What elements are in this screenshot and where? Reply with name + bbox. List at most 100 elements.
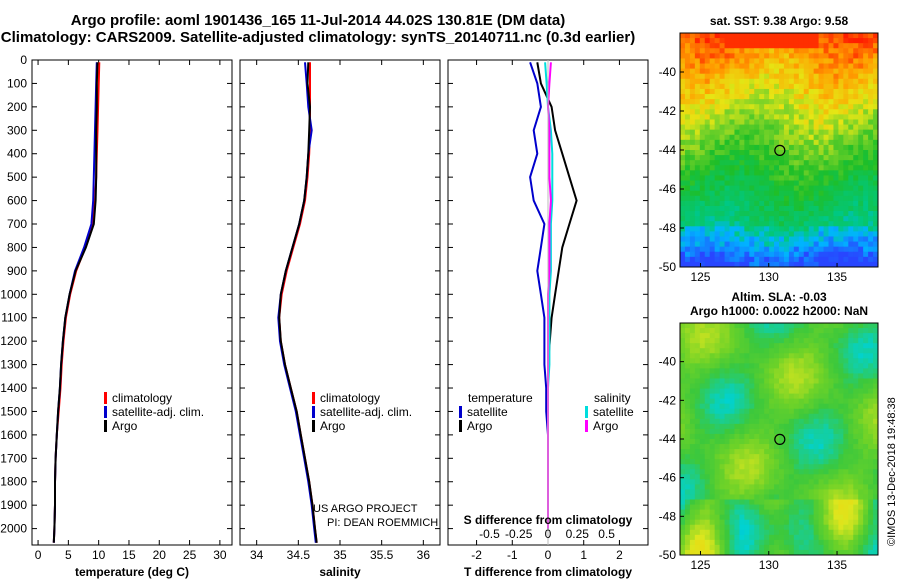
sla-map-cell: [729, 494, 735, 501]
sst-map-cell: [704, 73, 711, 80]
sla-map-cell: [719, 403, 726, 410]
sst-map-cell: [764, 211, 770, 217]
sla-map-cell: [714, 403, 721, 410]
sst-map-cell: [729, 124, 735, 131]
sla-map-cell: [779, 439, 785, 445]
sla-map-cell: [863, 549, 869, 556]
sla-map-cell: [719, 479, 726, 485]
sst-map-cell: [680, 134, 686, 141]
sla-map-cell: [868, 398, 874, 405]
sla-map-cell: [684, 403, 691, 410]
sla-map-cell: [699, 509, 706, 516]
sst-map-cell: [803, 144, 810, 151]
sst-map-cell: [808, 221, 815, 227]
sst-map-cell: [729, 221, 735, 227]
sst-map-cell: [868, 165, 874, 171]
sst-map-cell: [828, 109, 834, 115]
sst-map-cell: [689, 114, 696, 120]
sst-map-cell: [734, 256, 740, 263]
sst-map-cell: [734, 160, 740, 166]
sla-map-cell: [828, 393, 834, 400]
sla-map-cell: [684, 529, 691, 536]
sst-map-cell: [734, 180, 740, 187]
sst-map-cell: [818, 241, 825, 248]
sla-map-cell: [754, 363, 760, 369]
sst-map-cell: [694, 175, 701, 182]
sst-map-cell: [788, 236, 795, 243]
sla-map-cell: [808, 383, 815, 390]
sla-map-cell: [833, 449, 839, 455]
sst-map-cell: [818, 180, 825, 187]
sla-map-cell: [714, 529, 721, 536]
sst-map-cell: [754, 58, 760, 65]
sst-map-cell: [739, 58, 745, 65]
sst-map-cell: [699, 63, 706, 70]
sla-map-cell: [704, 393, 711, 400]
sst-map-cell: [744, 175, 750, 182]
sst-map-cell: [709, 251, 716, 258]
sst-map-cell: [808, 160, 815, 166]
sst-map-cell: [759, 53, 765, 59]
sla-map-cell: [714, 549, 721, 556]
sla-map-cell: [724, 348, 730, 354]
sst-map-cell: [699, 129, 706, 136]
sst-map-cell: [774, 43, 780, 49]
pressure-tick-label: 1700: [0, 451, 27, 465]
sla-map-cell: [828, 504, 834, 511]
sst-map-cell: [848, 195, 854, 202]
sla-map-cell: [749, 348, 755, 354]
sst-map-cell: [818, 221, 825, 227]
sla-map-cell: [759, 504, 765, 511]
sst-map-cell: [779, 58, 785, 65]
sla-map-cell: [843, 423, 849, 430]
sst-map-cell: [803, 226, 810, 232]
sla-map-cell: [828, 539, 834, 546]
sla-map-cell: [689, 333, 696, 339]
sla-map-cell: [788, 449, 795, 455]
sst-map-cell: [709, 205, 716, 212]
sla-map-cell: [699, 499, 706, 506]
sla-map-cell: [739, 524, 745, 531]
sst-map-cell: [709, 63, 716, 70]
sla-map-cell: [709, 408, 716, 415]
sst-map-cell: [848, 256, 854, 263]
sst-map-cell: [823, 231, 829, 237]
sst-map-cell: [863, 68, 869, 75]
sst-map-cell: [749, 165, 755, 171]
sla-map-cell: [828, 519, 834, 526]
sst-map-cell: [858, 73, 864, 80]
sst-map-cell: [764, 251, 770, 258]
sla-map-cell: [774, 333, 780, 339]
sst-map-cell: [729, 134, 735, 141]
sla-map-cell: [788, 529, 795, 536]
sst-map-cell: [709, 88, 716, 95]
sst-map-cell: [868, 175, 874, 182]
sst-map-cell: [680, 256, 686, 263]
sst-map-cell: [769, 104, 775, 110]
sla-map-cell: [833, 368, 839, 374]
sla-map-cell: [744, 348, 750, 354]
sst-map-cell: [749, 251, 755, 258]
sla-map-cell: [823, 393, 829, 400]
sst-map-cell: [813, 221, 820, 227]
sla-map-cell: [680, 459, 686, 465]
sla-map-cell: [863, 428, 869, 435]
sst-map-cell: [793, 43, 800, 49]
sla-map-cell: [833, 348, 839, 354]
sst-map-cell: [729, 185, 735, 192]
sst-map-cell: [818, 99, 825, 105]
sst-map-cell: [754, 241, 760, 248]
sla-map-cell: [843, 489, 849, 495]
sla-map-cell: [838, 368, 844, 374]
sla-map-cell: [868, 403, 874, 410]
sla-map-cell: [734, 454, 740, 460]
sla-map-cell: [714, 433, 721, 440]
sla-map-cell: [714, 353, 721, 359]
sla-map-cell: [823, 408, 829, 415]
sst-map-cell: [764, 83, 770, 90]
sst-map-cell: [858, 241, 864, 248]
sst-map-cell: [798, 99, 805, 105]
sla-map-cell: [694, 408, 701, 415]
pressure-tick-label: 1600: [0, 428, 27, 442]
sst-map-cell: [774, 33, 780, 39]
